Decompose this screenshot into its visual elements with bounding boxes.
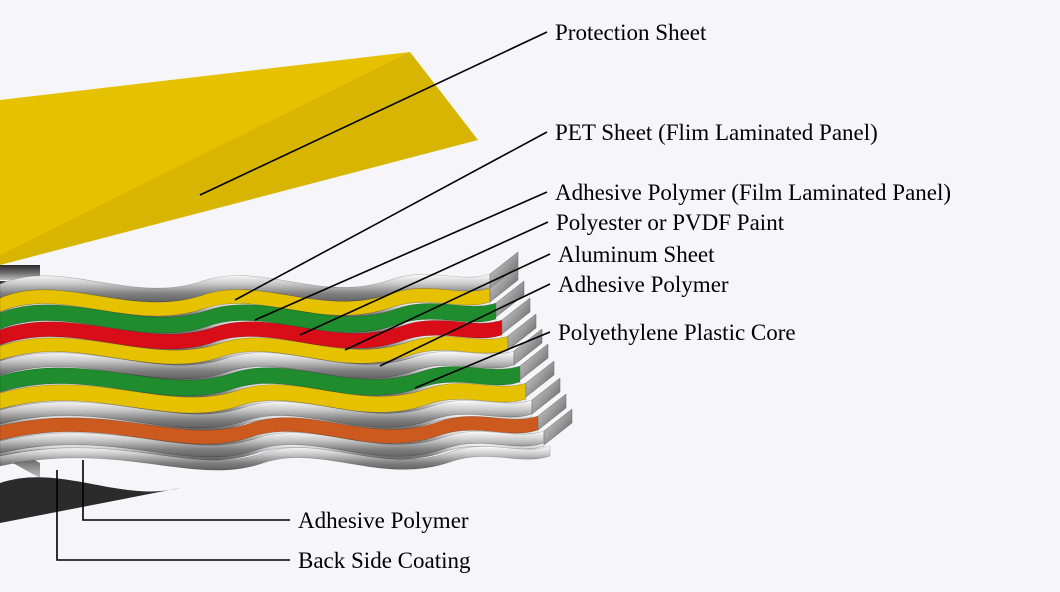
label-aluminum-sheet-top: Aluminum Sheet bbox=[558, 242, 715, 268]
label-pvdf-paint: Polyester or PVDF Paint bbox=[556, 210, 784, 236]
label-pet-sheet: PET Sheet (Flim Laminated Panel) bbox=[555, 120, 878, 146]
cross-section-svg bbox=[0, 0, 1060, 592]
adhesive-polymer-bottom-label: Adhesive Polymer bbox=[298, 508, 469, 534]
label-adhesive-polymer-top: Adhesive Polymer (Film Laminated Panel) bbox=[555, 180, 951, 206]
leader-back-side-coating-label bbox=[57, 470, 290, 560]
label-polyethylene-core: Polyethylene Plastic Core bbox=[558, 320, 796, 346]
label-adhesive-polymer-mid: Adhesive Polymer bbox=[558, 272, 729, 298]
back-side-coating-label: Back Side Coating bbox=[298, 548, 470, 574]
under-shadow bbox=[0, 477, 180, 523]
diagram-root: Protection Sheet PET Sheet (Flim Laminate… bbox=[0, 0, 1060, 592]
label-protection-sheet: Protection Sheet bbox=[555, 20, 706, 46]
